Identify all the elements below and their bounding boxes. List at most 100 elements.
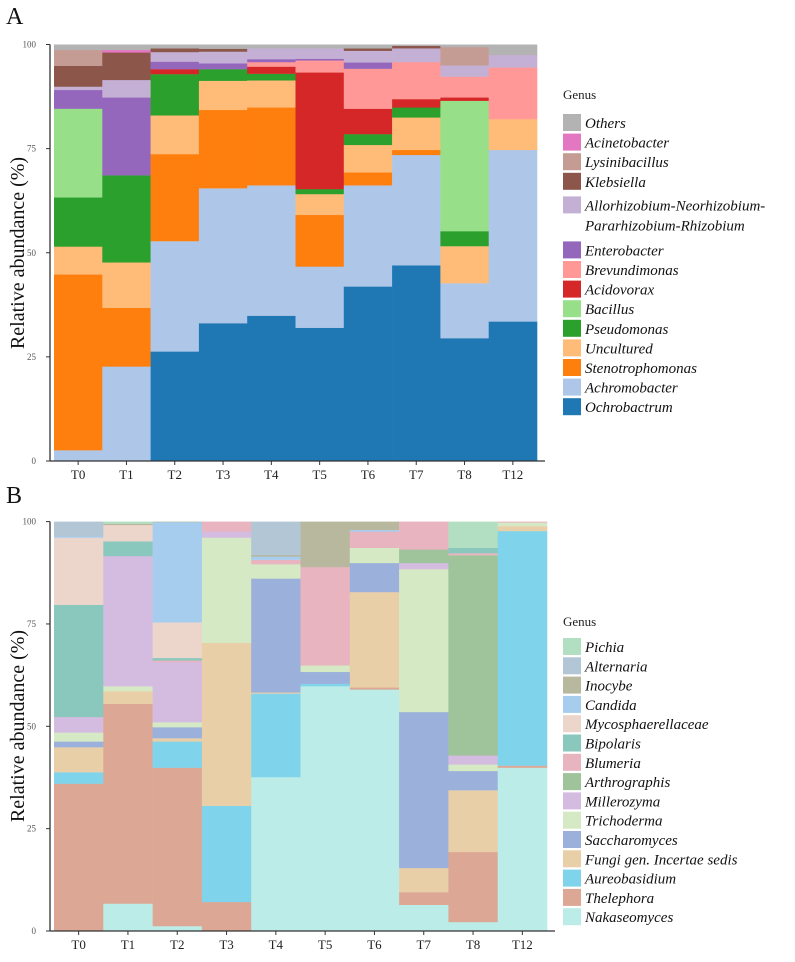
bar-segment-nakaseomyces-T4: [251, 777, 301, 932]
bar-segment-lysinibacillus-T0: [54, 49, 103, 66]
bar-segment-nakaseomyces-T2: [152, 926, 203, 932]
legend-item-bacillus: Bacillus: [563, 300, 634, 318]
legend-item-stenotrophomonas: Stenotrophomonas: [563, 359, 697, 377]
legend-swatch: [563, 339, 581, 357]
legend-title: Genus: [563, 87, 596, 102]
legend-label: Arthrographis: [584, 775, 670, 791]
legend-label: Acidovorax: [584, 283, 654, 299]
bar-segment-acidovorax-T8: [440, 97, 489, 101]
bar-segment-ochrobactrum-T12: [488, 321, 538, 462]
bar-segment-achromobacter-T4: [247, 185, 296, 316]
bar-segment-others-T4: [247, 44, 296, 49]
legend-swatch: [563, 638, 581, 655]
legend-swatch: [563, 241, 581, 259]
legend-swatch: [563, 869, 581, 887]
bar-segment-others-T12: [488, 44, 538, 56]
bar-segment-fungi-gen-incertae-sedis-T12: [497, 526, 548, 532]
bar-stack-T2: [152, 521, 203, 932]
bar-segment-trichoderma-T5: [300, 665, 351, 673]
legend-item-achromobacter: Achromobacter: [563, 378, 678, 397]
bar-segment-candida-T6: [349, 529, 400, 532]
bar-stack-T7: [399, 521, 449, 932]
bar-segment-pseudomonas-T2: [150, 74, 200, 116]
bar-segment-enterobacter-T1: [102, 97, 151, 176]
legend-label: Pichia: [584, 640, 624, 656]
legend-swatch: [563, 153, 581, 171]
bar-segment-alternaria-T0: [54, 521, 104, 537]
bar-segment-enterobacter-T6: [343, 62, 393, 69]
legend-item-klebsiella: Klebsiella: [563, 172, 646, 191]
y-axis-title: Relative abundance (%): [7, 630, 29, 822]
legend-item-enterobacter: Enterobacter: [563, 241, 664, 259]
bar-segment-allorhizobium-neorhizobium-pararhizobium-rhizobium-T7: [392, 48, 441, 63]
legend-item-candida: Candida: [563, 695, 637, 714]
bar-segment-thelephora-T12: [497, 765, 548, 768]
bar-segment-aureobasidium-T0: [54, 772, 104, 784]
bar-segment-acidovorax-T7: [392, 99, 441, 108]
bar-segment-millerozyma-T7: [399, 562, 449, 570]
legend-label: Nakaseomyces: [584, 910, 673, 926]
bar-segment-millerozyma-T0: [54, 716, 104, 733]
bar-segment-pichia-T8: [448, 521, 498, 549]
legend: Genus Pichia Alternaria Inocybe Candida Mycos…: [563, 614, 738, 926]
legend-label: Millerozyma: [584, 794, 660, 810]
legend-swatch: [563, 300, 581, 318]
legend-label: Thelephora: [585, 891, 654, 907]
legend-item-millerozyma: Millerozyma: [563, 792, 660, 810]
legend-item-pichia: Pichia: [563, 638, 624, 656]
bar-segment-thelephora-T1: [103, 703, 153, 904]
bar-segment-ochrobactrum-T5: [295, 327, 345, 462]
bar-segment-klebsiella-T7: [392, 45, 441, 49]
bar-segment-blumeria-T7: [399, 521, 449, 550]
bar-segment-candida-T2: [152, 522, 203, 623]
legend-item-others: Others: [563, 114, 626, 132]
legend-swatch: [563, 831, 581, 848]
bar-segment-fungi-gen-incertae-sedis-T8: [448, 790, 498, 853]
panel-label-b: B: [6, 483, 22, 509]
bar-segment-brevundimonas-T5: [295, 60, 345, 73]
bar-segment-uncultured-T8: [440, 246, 489, 284]
bar-segment-ochrobactrum-T8: [440, 338, 489, 462]
bar-segment-trichoderma-T2: [152, 722, 203, 728]
bar-segment-brevundimonas-T8: [440, 76, 489, 98]
bar-segment-aureobasidium-T2: [152, 741, 203, 768]
bar-segment-trichoderma-T7: [399, 569, 449, 713]
bar-segment-others-T5: [295, 44, 345, 49]
bar-segment-ochrobactrum-T3: [198, 323, 248, 462]
bar-segment-blumeria-T12: [497, 521, 548, 523]
bar-segment-uncultured-T12: [488, 119, 538, 151]
x-tick-label: T12: [502, 467, 523, 482]
legend-swatch: [563, 359, 581, 376]
bar-segment-bipolaris-T1: [103, 541, 153, 557]
legend-label: Others: [585, 116, 626, 132]
bar-segment-enterobacter-T2: [150, 61, 200, 70]
x-tick-label: T2: [170, 937, 184, 952]
legend-item-pseudomonas: Pseudomonas: [563, 319, 668, 338]
legend-swatch: [563, 695, 581, 713]
bar-segment-achromobacter-T5: [295, 266, 345, 328]
x-tick-label: T12: [512, 937, 533, 952]
y-tick-label: 25: [27, 824, 37, 834]
bar-segment-inocybe-T6: [349, 521, 400, 530]
bar-segment-bipolaris-T2: [152, 657, 203, 661]
bar-segment-thelephora-T0: [54, 783, 104, 932]
panel-label-a: A: [6, 4, 24, 30]
bar-segment-pseudomonas-T3: [198, 69, 248, 81]
bar-segment-aureobasidium-T5: [300, 683, 351, 687]
bar-stack-T7: [392, 44, 441, 462]
bar-segment-enterobacter-T0: [54, 89, 103, 109]
legend-label: Aureobasidium: [584, 872, 676, 888]
legend-label: Lysinibacillus: [584, 155, 669, 171]
legend-label: Trichoderma: [585, 814, 663, 830]
bar-stack-T6: [349, 521, 400, 932]
bar-segment-pseudomonas-T8: [440, 231, 489, 247]
bar-segment-acinetobacter-T1: [102, 49, 151, 53]
bar-segment-uncultured-T2: [150, 115, 200, 155]
bar-segment-stenotrophomonas-T3: [198, 109, 248, 189]
bar-stack-T0: [54, 521, 104, 932]
legend-item-acidovorax: Acidovorax: [563, 280, 654, 299]
bar-segment-candida-T4: [251, 556, 301, 560]
bar-segment-inocybe-T4: [251, 554, 301, 557]
bar-segment-bacillus-T8: [440, 100, 489, 232]
legend-item-alternaria: Alternaria: [563, 657, 648, 675]
